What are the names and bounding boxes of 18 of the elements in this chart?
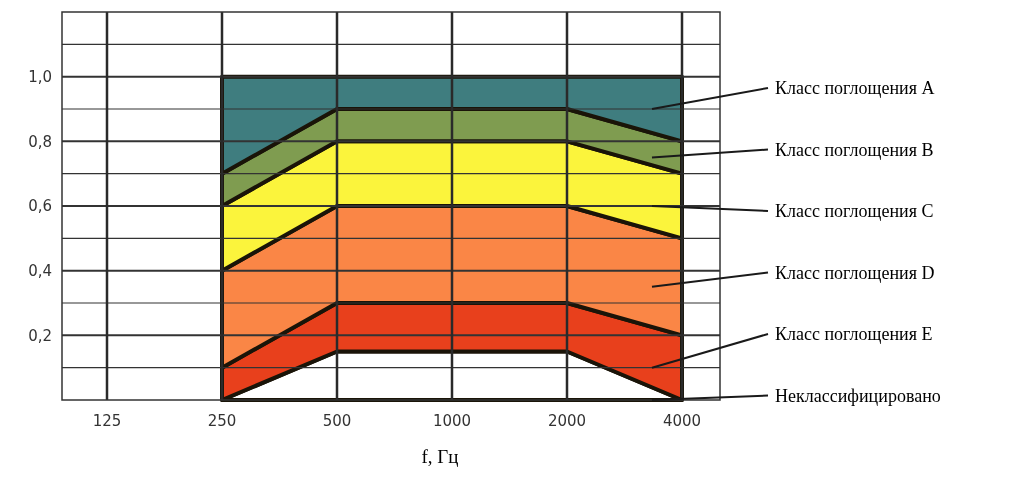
text: Класс поглощения A	[775, 78, 935, 99]
text: Класс поглощения D	[775, 262, 935, 283]
x-tick-label: 2000	[547, 412, 587, 430]
x-tick-label: 250	[207, 412, 237, 430]
text: Неклассифицировано	[775, 385, 941, 406]
x-tick-label: 1000	[432, 412, 472, 430]
text: Класс поглощения C	[775, 201, 934, 222]
y-tick-label: 0,4	[28, 261, 52, 280]
x-tick-label: 125	[92, 412, 122, 430]
x-axis-title: f, Гц	[421, 446, 459, 467]
y-tick-label: 1,0	[28, 67, 52, 86]
x-tick-label: 500	[322, 412, 352, 430]
text: Класс поглощения E	[775, 324, 933, 345]
text: Класс поглощения B	[775, 139, 934, 160]
y-tick-label: 0,2	[28, 326, 52, 345]
x-tick-label: 4000	[662, 412, 702, 430]
y-tick-label: 0,6	[28, 197, 52, 216]
y-tick-label: 0,8	[28, 132, 52, 151]
